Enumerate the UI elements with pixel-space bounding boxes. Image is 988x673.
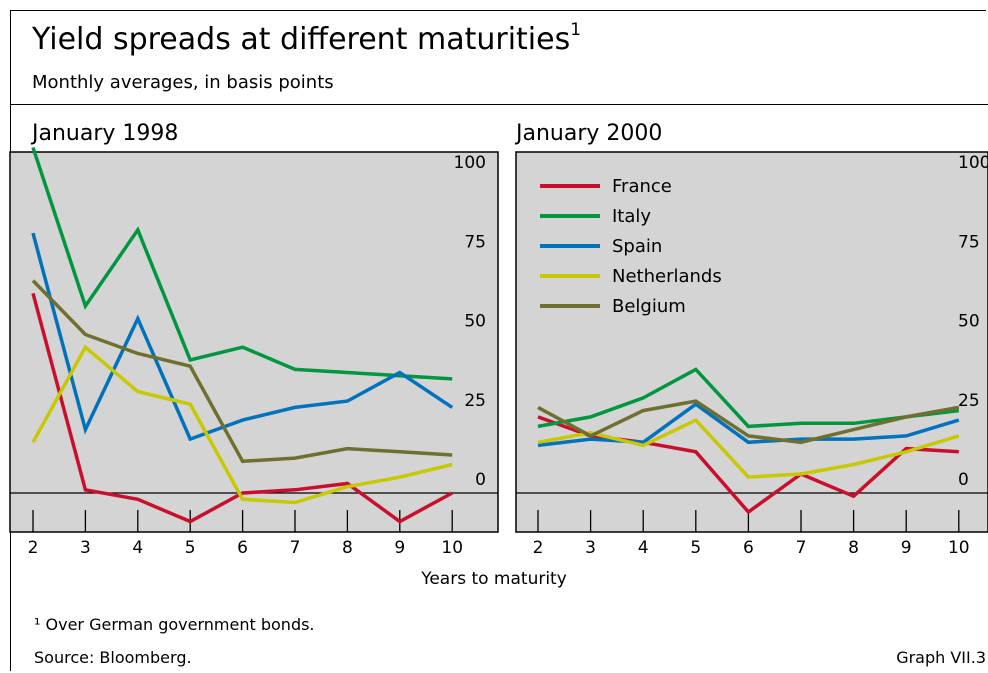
x-tick-label-right: 3 (585, 538, 596, 558)
plot-area-left (9, 151, 499, 533)
x-tick-label-left: 9 (394, 538, 405, 558)
y-tick-label-left: 75 (464, 232, 486, 252)
series-line-italy-right (537, 367, 960, 429)
x-tick-label-left: 8 (342, 538, 353, 558)
y-tick-label-left: 50 (464, 312, 486, 332)
x-tick-label-left: 3 (80, 538, 91, 558)
y-tick-label-left: 100 (454, 153, 486, 173)
x-tick-label-left: 2 (28, 538, 39, 558)
x-tick-label-left: 4 (132, 538, 143, 558)
x-tick-label-right: 4 (638, 538, 649, 558)
y-tick-label-right: 0 (958, 470, 969, 490)
figure-subtitle: Monthly averages, in basis points (32, 72, 334, 93)
legend-label-netherlands: Netherlands (612, 266, 722, 287)
series-line-netherlands-left (31, 344, 453, 505)
legend-label-italy: Italy (612, 206, 651, 227)
x-axis-title: Years to maturity (421, 569, 567, 589)
x-tick-label-right: 9 (901, 538, 912, 558)
series-line-france-left (31, 292, 454, 524)
x-tick-label-left: 6 (237, 538, 248, 558)
x-tick-label-right: 7 (796, 538, 807, 558)
y-tick-label-left: 25 (464, 391, 486, 411)
figure-title: Yield spreads at different maturities1 (32, 20, 582, 58)
y-tick-label-right: 100 (958, 153, 988, 173)
source-note: Source: Bloomberg. (34, 648, 192, 667)
x-tick-label-right: 5 (690, 538, 701, 558)
series-line-belgium-left (31, 279, 453, 464)
x-tick-label-left: 10 (441, 538, 463, 558)
footnote: ¹ Over German government bonds. (34, 615, 315, 634)
series-line-netherlands-right (537, 417, 960, 479)
x-tick-label-right: 10 (948, 538, 970, 558)
title-footnote-marker: 1 (570, 20, 582, 40)
x-tick-label-left: 7 (290, 538, 301, 558)
panel-title-right: January 2000 (516, 121, 663, 146)
legend-label-france: France (612, 176, 672, 197)
graph-id: Graph VII.3 (896, 648, 986, 667)
x-tick-label-right: 6 (743, 538, 754, 558)
series-line-italy-left (31, 146, 453, 381)
y-tick-label-left: 0 (475, 470, 486, 490)
x-tick-label-right: 2 (533, 538, 544, 558)
legend-label-belgium: Belgium (612, 296, 686, 317)
legend-label-spain: Spain (612, 236, 662, 257)
y-tick-label-right: 25 (958, 391, 980, 411)
plot-area-right (515, 151, 988, 533)
y-tick-label-right: 50 (958, 312, 980, 332)
y-tick-label-right: 75 (958, 232, 980, 252)
x-tick-label-left: 5 (185, 538, 196, 558)
series-line-spain-right (537, 402, 960, 448)
series-line-spain-left (31, 232, 454, 442)
header-divider (10, 104, 988, 105)
series-line-belgium-right (537, 399, 960, 445)
x-tick-label-right: 8 (848, 538, 859, 558)
panel-title-left: January 1998 (32, 121, 179, 146)
